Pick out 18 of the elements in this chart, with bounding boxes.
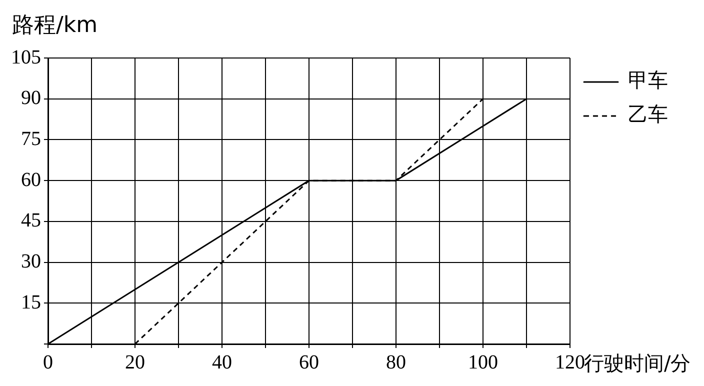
x-axis-title: 行驶时间/分 bbox=[584, 350, 691, 377]
x-tick-label: 120 bbox=[555, 351, 585, 374]
y-tick-label: 15 bbox=[21, 291, 41, 314]
y-tick-label: 60 bbox=[21, 168, 41, 191]
x-tick-label: 100 bbox=[468, 351, 498, 374]
y-axis-title: 路程/km bbox=[12, 12, 98, 40]
y-tick-label: 45 bbox=[21, 210, 41, 232]
x-tick-label: 80 bbox=[386, 351, 406, 374]
x-tick-label: 0 bbox=[43, 351, 53, 374]
y-tick-label: 75 bbox=[21, 128, 41, 150]
x-tick-label: 40 bbox=[212, 351, 232, 374]
legend-label: 甲车 bbox=[628, 68, 668, 92]
y-tick-label: 90 bbox=[21, 87, 41, 110]
x-tick-label: 20 bbox=[125, 351, 145, 374]
x-tick-label: 60 bbox=[299, 351, 319, 374]
y-tick-label: 105 bbox=[11, 46, 41, 68]
legend-label: 乙车 bbox=[628, 102, 668, 126]
y-tick-label: 30 bbox=[21, 250, 41, 273]
